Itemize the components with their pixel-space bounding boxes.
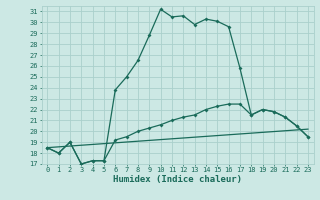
X-axis label: Humidex (Indice chaleur): Humidex (Indice chaleur) [113, 175, 242, 184]
